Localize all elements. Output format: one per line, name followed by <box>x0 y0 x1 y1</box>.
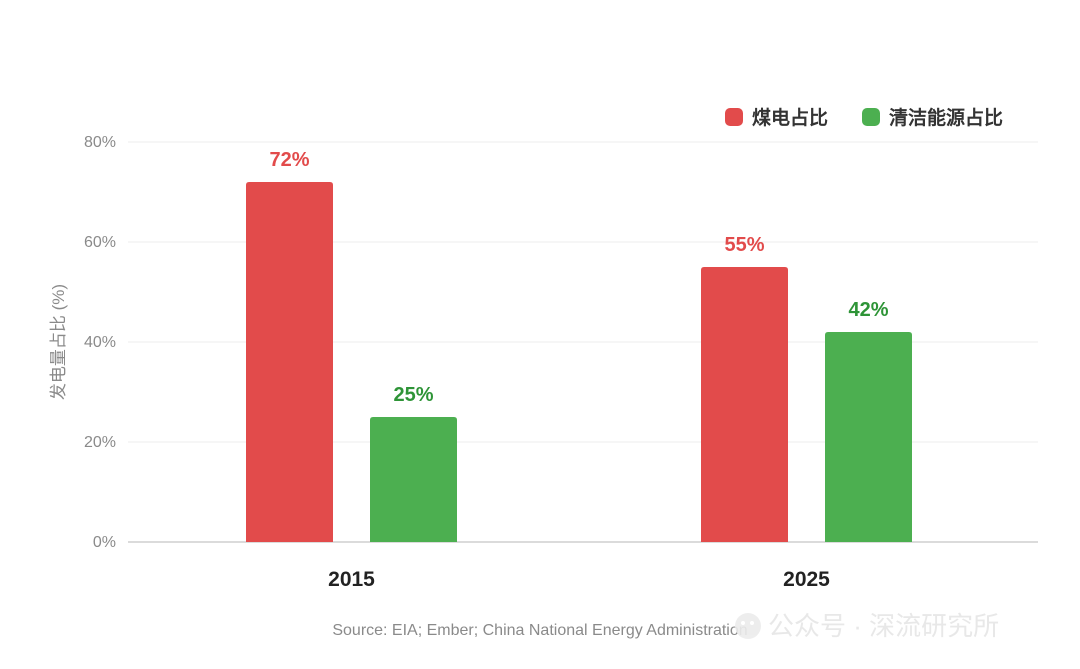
y-tick-label: 0% <box>93 534 116 551</box>
watermark: 公众号 · 深流研究所 <box>735 611 999 641</box>
y-tick-label: 40% <box>84 334 116 351</box>
legend: 煤电占比 清洁能源占比 <box>725 106 1003 129</box>
legend-label: 煤电占比 <box>752 106 828 129</box>
bar <box>701 267 788 542</box>
bar-value-label: 55% <box>724 234 764 256</box>
y-axis-title: 发电量占比 (%) <box>49 284 68 400</box>
bar-value-label: 25% <box>393 384 433 406</box>
value-labels: 72% 25% 55% 42% <box>269 149 888 406</box>
bar-value-label: 72% <box>269 149 309 171</box>
y-axis-ticks: 0% 20% 40% 60% 80% <box>84 134 116 551</box>
bars <box>246 182 912 542</box>
bar <box>246 182 333 542</box>
legend-swatch <box>725 108 743 126</box>
bar <box>370 417 457 542</box>
x-category-label: 2015 <box>328 568 375 591</box>
wechat-icon-eye-right <box>750 621 754 625</box>
bar <box>825 332 912 542</box>
bar-value-label: 42% <box>848 299 888 321</box>
y-tick-label: 80% <box>84 134 116 151</box>
legend-label: 清洁能源占比 <box>889 106 1003 129</box>
source-note: Source: EIA; Ember; China National Energ… <box>332 622 747 639</box>
wechat-icon-eye-left <box>741 621 745 625</box>
y-tick-label: 60% <box>84 234 116 251</box>
watermark-text: 公众号 · 深流研究所 <box>768 611 999 641</box>
y-tick-label: 20% <box>84 434 116 451</box>
wechat-icon <box>735 613 761 639</box>
x-axis-categories: 2015 2025 <box>328 568 830 591</box>
x-category-label: 2025 <box>783 568 830 591</box>
legend-swatch <box>862 108 880 126</box>
